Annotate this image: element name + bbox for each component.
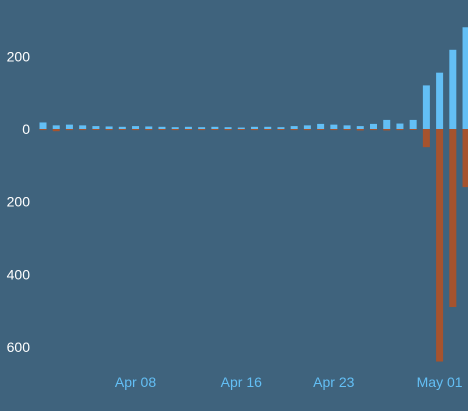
bar-positive bbox=[65, 124, 73, 129]
bar-negative bbox=[184, 129, 192, 130]
bar-negative bbox=[79, 129, 87, 131]
bar-positive bbox=[251, 126, 259, 129]
bar-negative bbox=[92, 129, 100, 130]
x-tick-label: May 01 bbox=[417, 374, 463, 390]
y-tick-label: 0 bbox=[22, 121, 30, 137]
x-tick-label: Apr 23 bbox=[313, 374, 354, 390]
bar-negative bbox=[145, 129, 153, 131]
bar-positive bbox=[303, 125, 311, 129]
bar-positive bbox=[409, 119, 417, 129]
bar-negative bbox=[436, 129, 444, 362]
bar-positive bbox=[317, 123, 325, 129]
bar-positive bbox=[370, 123, 377, 129]
bar-positive bbox=[422, 85, 430, 129]
bar-negative bbox=[277, 129, 285, 130]
bar-negative bbox=[65, 129, 73, 131]
bar-negative bbox=[264, 129, 272, 130]
bar-negative bbox=[118, 129, 126, 130]
bar-negative bbox=[211, 129, 219, 130]
bar-negative bbox=[224, 129, 232, 131]
bar-positive bbox=[224, 127, 232, 129]
bar-positive bbox=[184, 126, 192, 129]
bar-positive bbox=[158, 126, 166, 129]
bar-positive bbox=[343, 125, 351, 129]
bar-positive bbox=[356, 126, 364, 129]
bar-positive bbox=[132, 126, 140, 129]
bar-negative bbox=[171, 129, 179, 131]
bar-negative bbox=[370, 129, 377, 131]
bar-negative bbox=[198, 129, 206, 131]
bar-negative bbox=[343, 129, 351, 131]
bar-positive bbox=[211, 126, 219, 129]
bar-negative bbox=[409, 129, 417, 130]
bar-positive bbox=[39, 122, 47, 129]
bar-positive bbox=[105, 126, 113, 129]
bar-negative bbox=[462, 129, 468, 188]
bar-positive bbox=[462, 27, 468, 129]
bar-positive bbox=[449, 49, 457, 129]
bar-positive bbox=[52, 125, 60, 129]
bar-positive bbox=[383, 119, 391, 129]
bar-negative bbox=[158, 129, 166, 130]
x-axis: Apr 08 Apr 16 Apr 23 May 01 bbox=[115, 374, 463, 390]
bar-negative bbox=[52, 129, 60, 132]
bar-negative bbox=[317, 129, 325, 130]
bar-negative bbox=[39, 129, 47, 131]
bar-positive bbox=[396, 123, 404, 129]
bars-group bbox=[39, 27, 468, 362]
y-tick-label: 200 bbox=[7, 194, 31, 210]
bar-negative bbox=[105, 129, 113, 131]
bar-negative bbox=[383, 129, 391, 131]
bar-negative bbox=[449, 129, 457, 308]
bar-negative bbox=[251, 129, 259, 131]
bar-positive bbox=[290, 126, 298, 129]
bar-positive bbox=[171, 127, 179, 129]
bar-negative bbox=[396, 129, 404, 131]
bar-negative bbox=[422, 129, 430, 148]
bar-positive bbox=[330, 124, 338, 129]
x-tick-label: Apr 08 bbox=[115, 374, 156, 390]
bar-negative bbox=[330, 129, 338, 131]
bar-positive bbox=[145, 126, 153, 129]
bar-positive bbox=[79, 125, 87, 129]
bar-negative bbox=[237, 129, 245, 130]
bar-positive bbox=[277, 127, 285, 129]
bar-negative bbox=[356, 129, 364, 131]
y-axis: 200 0 200 400 600 bbox=[7, 48, 31, 355]
y-tick-label: 400 bbox=[7, 266, 31, 282]
bar-positive bbox=[118, 126, 126, 129]
bar-positive bbox=[237, 127, 245, 129]
y-tick-label: 600 bbox=[7, 339, 31, 355]
bar-positive bbox=[198, 127, 206, 129]
bar-negative bbox=[303, 129, 311, 131]
x-tick-label: Apr 16 bbox=[221, 374, 262, 390]
bar-negative bbox=[290, 129, 298, 131]
y-tick-label: 200 bbox=[7, 48, 31, 64]
bar-negative bbox=[132, 129, 140, 131]
bar-positive bbox=[436, 72, 444, 129]
bar-positive bbox=[264, 126, 272, 129]
bar-positive bbox=[92, 126, 100, 129]
